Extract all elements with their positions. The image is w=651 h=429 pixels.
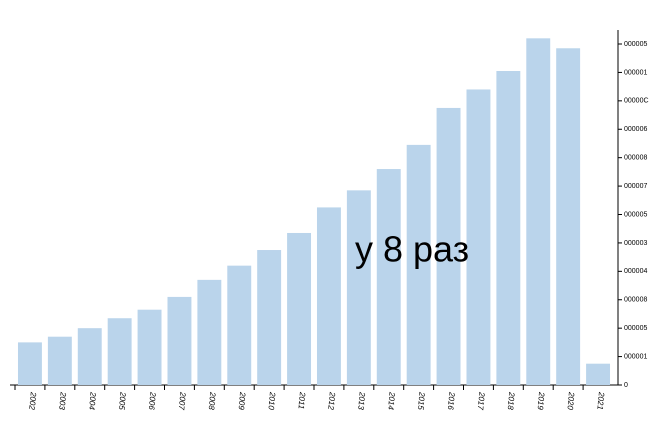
bar xyxy=(197,279,222,385)
bar xyxy=(257,250,282,385)
y-tick-label: 000005 xyxy=(624,325,647,332)
annotation: у 8 раз xyxy=(355,229,469,270)
bar xyxy=(137,309,162,385)
bar xyxy=(436,107,461,385)
bar xyxy=(227,265,252,385)
bar xyxy=(526,38,551,385)
y-tick-label: 000003 xyxy=(624,240,647,247)
bar xyxy=(556,48,581,386)
bar xyxy=(77,328,102,385)
x-tick-label: 2009 xyxy=(237,391,248,411)
y-tick-label: 000008 xyxy=(624,155,647,162)
bar xyxy=(376,169,401,385)
x-tick-label: 2013 xyxy=(356,391,367,411)
y-tick-label: 00000C xyxy=(624,98,649,105)
bar xyxy=(287,232,312,385)
x-tick-label: 2004 xyxy=(87,391,98,411)
x-tick-label: 2008 xyxy=(207,391,218,411)
x-tick-label: 2002 xyxy=(27,391,38,411)
x-tick-label: 2005 xyxy=(117,391,128,411)
bar xyxy=(466,89,491,385)
y-tick-label: 000008 xyxy=(624,297,647,304)
x-tick-label: 2021 xyxy=(595,391,606,411)
x-tick-label: 2015 xyxy=(416,391,427,411)
y-tick-label: 000001 xyxy=(624,353,647,360)
x-tick-label: 2011 xyxy=(296,391,307,410)
y-tick-label: 000001 xyxy=(624,69,647,76)
y-tick-label: 000005 xyxy=(624,211,647,218)
x-tick-label: 2003 xyxy=(57,391,68,411)
x-tick-label: 2006 xyxy=(147,391,158,411)
bar xyxy=(346,190,371,385)
x-tick-label: 2020 xyxy=(565,391,576,411)
bar xyxy=(586,363,611,385)
y-tick-label: 000005 xyxy=(624,41,647,48)
x-tick-label: 2010 xyxy=(266,391,277,411)
y-tick-label: 000004 xyxy=(624,268,647,275)
x-tick-label: 2007 xyxy=(177,391,188,411)
bar xyxy=(17,342,42,385)
x-tick-label: 2019 xyxy=(536,391,547,411)
bar xyxy=(167,296,192,385)
x-tick-label: 2014 xyxy=(386,391,397,411)
bar xyxy=(496,71,521,385)
x-tick-label: 2017 xyxy=(476,391,487,411)
x-tick-label: 2012 xyxy=(326,391,337,411)
bar xyxy=(316,207,341,385)
bar xyxy=(406,144,431,385)
y-tick-label: 000007 xyxy=(624,183,647,190)
bar xyxy=(107,318,132,385)
x-tick-label: 2018 xyxy=(506,391,517,411)
x-tick-label: 2016 xyxy=(446,391,457,411)
y-tick-label: 0 xyxy=(624,382,628,389)
y-tick-label: 000006 xyxy=(624,126,647,133)
bar xyxy=(47,336,72,385)
